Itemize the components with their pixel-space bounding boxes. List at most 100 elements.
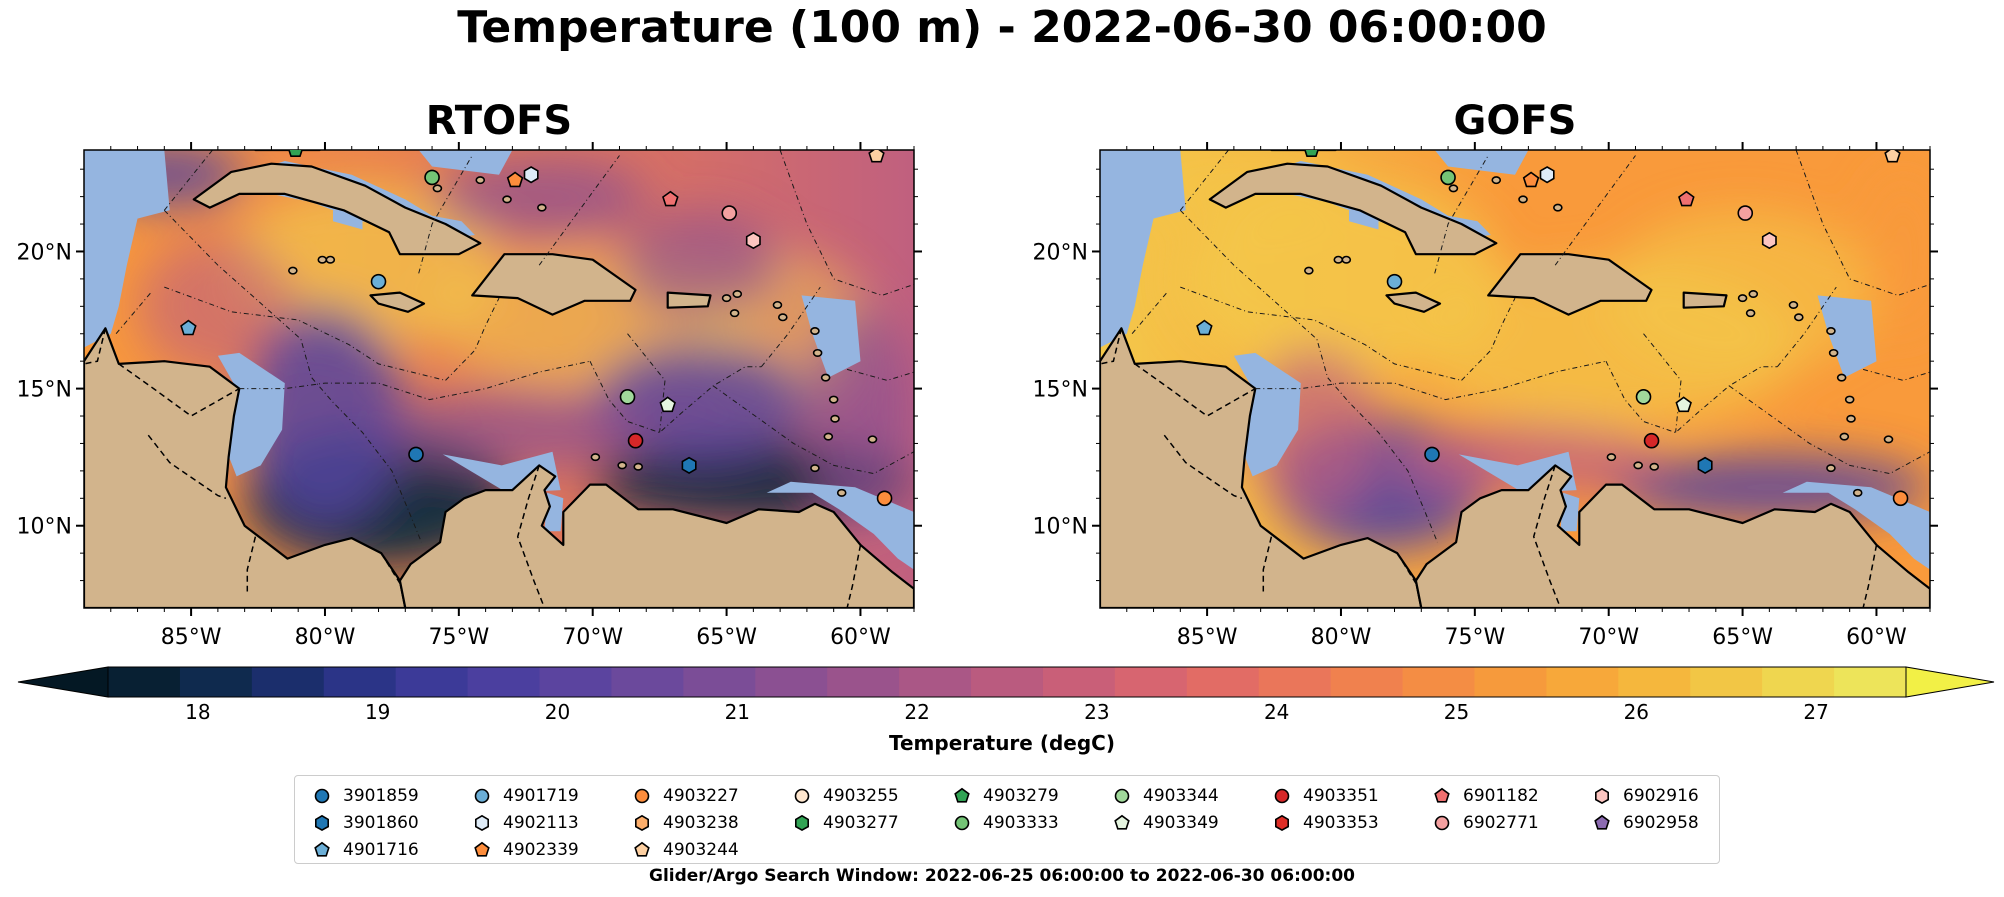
float-marker-6901182[interactable]: [1678, 190, 1695, 207]
legend-marker-4903279[interactable]: [954, 787, 970, 803]
eez-boundaries: [115, 150, 914, 543]
map-rtofs[interactable]: 85°W 80°W 75°W 70°W 65°W 60°W 20°N 15°N 10°N: [0, 140, 960, 650]
lon-tick-label: 65°W: [696, 625, 757, 650]
legend-item-4901716: 4901716: [313, 836, 419, 863]
legend-label: 4903349: [1143, 812, 1219, 833]
float-marker-4901716[interactable]: [180, 319, 197, 336]
legend-item-4903353: 4903353: [1273, 809, 1379, 836]
float-marker-4903344[interactable]: [1635, 389, 1652, 405]
float-marker-4903351[interactable]: [627, 432, 644, 449]
legend-item-4903351: 4903351: [1273, 782, 1379, 809]
legend-label: 4903277: [823, 812, 899, 833]
float-marker-4903344[interactable]: [619, 389, 636, 405]
float-marker-4903333[interactable]: [1440, 169, 1456, 186]
legend-label: 4903255: [823, 785, 899, 806]
float-marker-4903351[interactable]: [1643, 432, 1660, 449]
legend-item-4903344: 4903344: [1113, 782, 1219, 809]
float-marker-4902339[interactable]: [506, 171, 524, 188]
colorbar-bin: [971, 667, 1044, 697]
legend-marker-4903333[interactable]: [954, 815, 970, 830]
legend-item-4903349: 4903349: [1113, 809, 1219, 836]
legend-marker-4903344[interactable]: [1114, 788, 1130, 803]
float-marker-4901719[interactable]: [1386, 273, 1403, 290]
float-marker-4903227[interactable]: [876, 490, 893, 507]
legend-label: 4903351: [1303, 785, 1379, 806]
legend-marker-4903238[interactable]: [634, 814, 649, 831]
float-marker-4901719[interactable]: [370, 273, 387, 290]
colorbar-bin: [467, 667, 541, 697]
float-marker-6902916[interactable]: [1761, 231, 1777, 250]
legend-marker-4903349[interactable]: [1114, 814, 1130, 830]
land-cuba: [192, 162, 482, 256]
colorbar-max-extend: [1905, 666, 1995, 698]
colorbar-tick-label: 25: [1443, 700, 1470, 724]
legend-label: 4903333: [983, 812, 1059, 833]
float-marker-6902771[interactable]: [721, 205, 738, 221]
legend-marker-6902771[interactable]: [1434, 815, 1450, 830]
land-jamaica: [369, 291, 426, 313]
lat-tick-label: 10°N: [1033, 515, 1088, 540]
float-marker-4903279[interactable]: [1304, 142, 1319, 158]
legend-item-4903333: 4903333: [953, 809, 1059, 836]
legend-marker-4902113[interactable]: [474, 814, 489, 831]
legend-label: 4902339: [503, 839, 579, 860]
float-marker-4902339[interactable]: [1522, 171, 1540, 188]
colorbar-tick-label: 27: [1803, 700, 1829, 724]
legend-marker-4901719[interactable]: [474, 788, 490, 803]
float-marker-4903349[interactable]: [659, 396, 676, 413]
legend-item-4903255: 4903255: [793, 782, 899, 809]
lat-tick-label: 15°N: [1033, 378, 1088, 403]
lat-tick-label: 10°N: [17, 515, 72, 540]
float-marker-4902113[interactable]: [1539, 166, 1555, 184]
colorbar-bin: [1330, 667, 1404, 697]
lon-tick-label: 70°W: [1578, 625, 1639, 650]
legend-marker-6902916[interactable]: [1594, 787, 1609, 804]
legend-marker-3901860[interactable]: [314, 814, 329, 831]
legend-marker-4903351[interactable]: [1274, 788, 1290, 803]
legend-column: 4901719 4902113 4902339: [473, 782, 579, 863]
float-marker-3901860[interactable]: [681, 456, 697, 475]
float-marker-3901859[interactable]: [1424, 446, 1440, 463]
float-marker-4902113[interactable]: [523, 166, 539, 184]
legend-item-6901182: 6901182: [1433, 782, 1539, 809]
colorbar-bin: [1114, 667, 1188, 697]
float-marker-4903333[interactable]: [424, 169, 440, 186]
float-marker-4903244[interactable]: [868, 148, 885, 163]
legend-marker-4903255[interactable]: [794, 788, 810, 803]
legend-marker-6901182[interactable]: [1434, 787, 1450, 803]
colorbar-bin: [827, 667, 900, 697]
float-marker-6902916[interactable]: [745, 231, 761, 250]
float-marker-4901716[interactable]: [1196, 319, 1213, 336]
legend-label: 4901719: [503, 785, 579, 806]
legend-marker-4903244[interactable]: [634, 841, 650, 857]
legend-marker-4901716[interactable]: [314, 841, 330, 857]
colorbar-tick-label: 20: [544, 700, 571, 724]
legend-marker-6902958[interactable]: [1594, 814, 1610, 830]
colorbar-bin: [539, 667, 613, 697]
colorbar-bin: [1546, 667, 1619, 697]
legend-item-4902113: 4902113: [473, 809, 579, 836]
float-marker-6902771[interactable]: [1737, 205, 1754, 221]
legend-marker-4903353[interactable]: [1274, 814, 1289, 831]
lon-tick-label: 75°W: [428, 625, 489, 650]
legend-marker-4903227[interactable]: [634, 788, 650, 803]
float-marker-6901182[interactable]: [662, 190, 679, 207]
land: [84, 150, 914, 608]
lon-tick-label: 80°W: [1311, 625, 1372, 650]
float-marker-3901860[interactable]: [1697, 456, 1713, 475]
float-marker-4903227[interactable]: [1892, 490, 1909, 507]
legend-marker-4902339[interactable]: [474, 841, 490, 857]
legend-marker-3901859[interactable]: [314, 788, 330, 803]
map-gofs[interactable]: 85°W 80°W 75°W 70°W 65°W 60°W 20°N 15°N 10°N: [1016, 140, 1976, 650]
float-marker-3901859[interactable]: [408, 446, 424, 463]
float-marker-4903279[interactable]: [288, 142, 303, 158]
lat-tick-label: 15°N: [17, 378, 72, 403]
float-markers: [180, 142, 893, 507]
colorbar-bin: [611, 667, 684, 697]
float-marker-4903244[interactable]: [1884, 148, 1901, 163]
legend-marker-4903277[interactable]: [794, 814, 809, 831]
float-marker-4903349[interactable]: [1675, 396, 1692, 413]
colorbar-bin: [395, 667, 469, 697]
land-hispaniola: [1487, 253, 1653, 316]
lon-tick-label: 85°W: [161, 625, 222, 650]
